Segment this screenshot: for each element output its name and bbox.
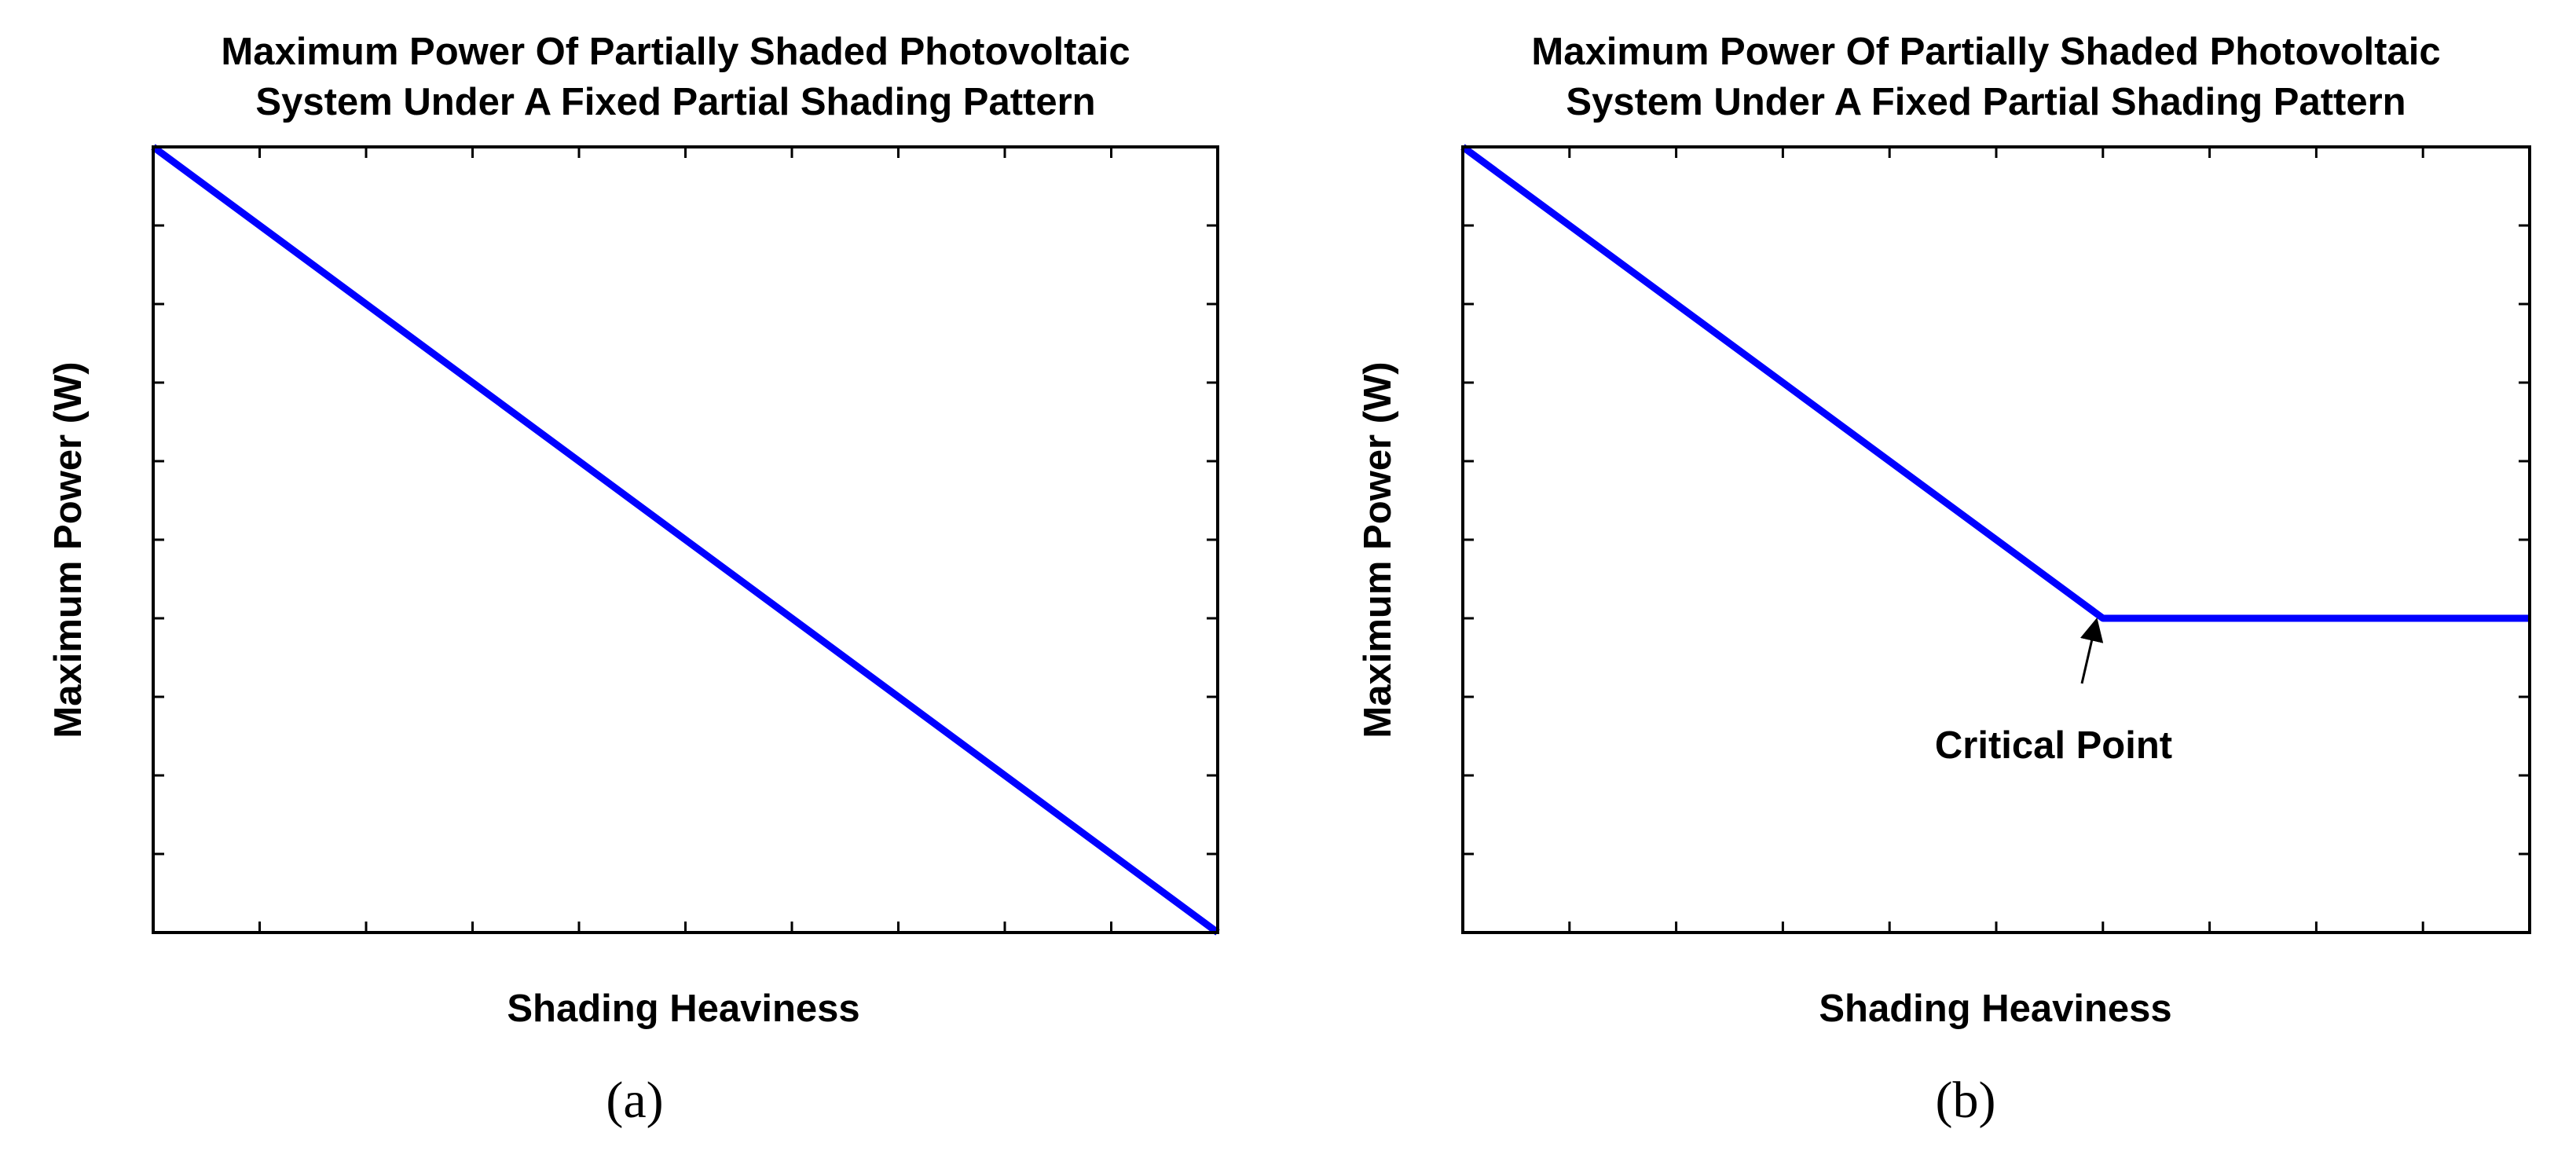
tick-marks xyxy=(153,147,1218,933)
panel-label: (a) xyxy=(606,1072,663,1129)
chart-title-line-1: Maximum Power Of Partially Shaded Photov… xyxy=(221,31,1130,73)
series-line-maximum-power xyxy=(1460,144,2530,622)
chart-title-line-1: Maximum Power Of Partially Shaded Photov… xyxy=(1531,31,2440,73)
chart-title-line-2: System Under A Fixed Partial Shading Pat… xyxy=(1566,81,2406,123)
plot-frame xyxy=(1461,145,2531,934)
chart-panel-a: Maximum Power Of Partially Shaded Photov… xyxy=(47,31,1220,1129)
series-group xyxy=(151,144,1220,936)
critical-point-arrow xyxy=(2079,617,2104,684)
critical-point-label: Critical Point xyxy=(1935,724,2172,767)
panel-label: (b) xyxy=(1936,1072,1996,1129)
chart-title-line-2: System Under A Fixed Partial Shading Pat… xyxy=(255,81,1095,123)
x-axis-label: Shading Heaviness xyxy=(507,988,859,1030)
plot-frame xyxy=(152,145,1219,934)
series-line-maximum-power xyxy=(151,144,1220,936)
series-group xyxy=(1460,144,2530,622)
chart-panel-b: Maximum Power Of Partially Shaded Photov… xyxy=(1357,31,2531,1129)
y-axis-label: Maximum Power (W) xyxy=(47,361,90,738)
x-axis-label: Shading Heaviness xyxy=(1819,988,2171,1030)
y-axis-label: Maximum Power (W) xyxy=(1357,361,1399,738)
tick-marks xyxy=(1463,147,2530,933)
